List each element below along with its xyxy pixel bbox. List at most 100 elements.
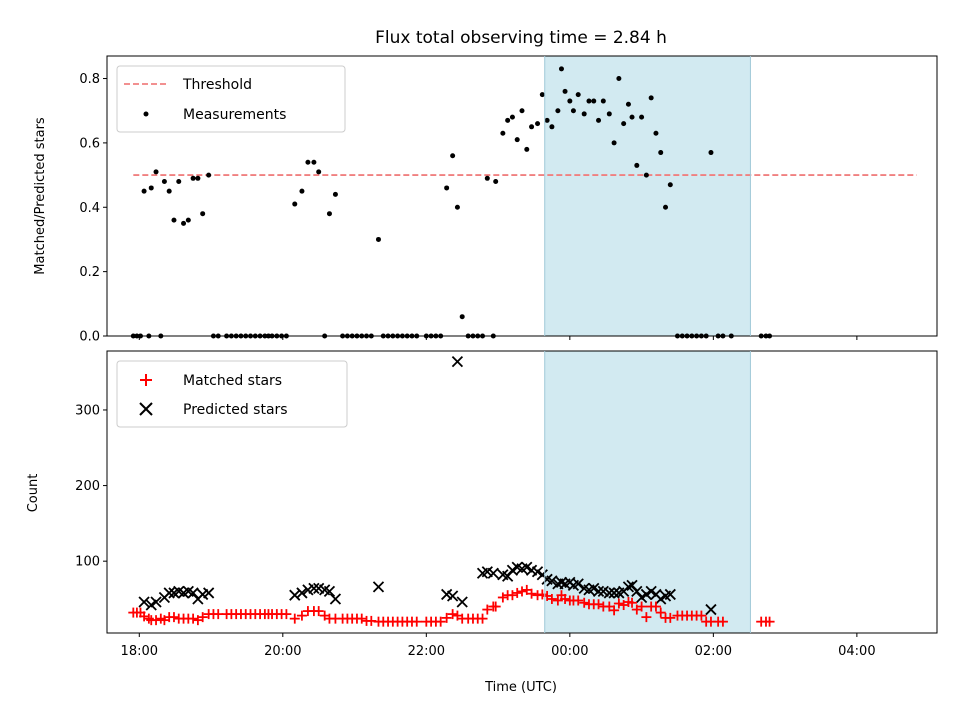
matched-star-point bbox=[717, 616, 728, 627]
measurement-point bbox=[500, 130, 506, 136]
measurement-point bbox=[141, 188, 147, 194]
predicted-star-point bbox=[664, 588, 676, 601]
predicted-star-point bbox=[603, 587, 615, 599]
matched-star-point bbox=[497, 592, 508, 603]
matched-star-point bbox=[168, 612, 179, 623]
predicted-star-point bbox=[138, 596, 150, 608]
measurement-point bbox=[708, 150, 714, 156]
measurement-point bbox=[629, 114, 635, 120]
measurement-point bbox=[181, 220, 187, 226]
matched-star-point bbox=[512, 587, 523, 598]
bottom-y-tick-label: 100 bbox=[75, 555, 100, 570]
matched-star-point bbox=[441, 612, 452, 623]
measurement-point bbox=[529, 124, 535, 130]
measurement-point bbox=[185, 217, 191, 223]
measurement-point bbox=[667, 182, 673, 188]
matched-star-point bbox=[764, 616, 775, 627]
top-legend-box bbox=[116, 65, 346, 133]
measurement-point bbox=[570, 108, 576, 114]
matched-star-point bbox=[139, 611, 150, 622]
matched-star-point bbox=[593, 599, 604, 610]
matched-star-point bbox=[696, 610, 707, 621]
matched-star-point bbox=[188, 613, 199, 624]
measurement-point bbox=[316, 169, 322, 175]
measurement-point bbox=[611, 140, 617, 146]
measurement-point bbox=[544, 117, 550, 123]
top-y-tick-label: 0.6 bbox=[79, 136, 100, 151]
matched-star-point bbox=[447, 609, 458, 620]
measurement-point bbox=[535, 121, 541, 127]
bottom-legend: Matched stars Predicted stars bbox=[116, 360, 348, 428]
bottom-legend-box bbox=[116, 360, 348, 428]
matched-star-point bbox=[482, 604, 493, 615]
measurement-point bbox=[562, 88, 568, 94]
top-legend: Threshold Measurements bbox=[116, 65, 346, 133]
matched-star-point bbox=[526, 588, 537, 599]
matched-star-point bbox=[281, 609, 292, 620]
matched-star-point bbox=[636, 601, 647, 612]
matched-star-point bbox=[609, 605, 620, 616]
x-tick-label: 18:00 bbox=[121, 644, 158, 659]
predicted-star-point bbox=[163, 587, 175, 599]
predicted-star-point bbox=[546, 575, 558, 587]
legend-threshold-label: Threshold bbox=[182, 77, 252, 93]
bottom-highlight-span bbox=[544, 351, 751, 633]
top-y-tick-label: 0.4 bbox=[79, 201, 100, 216]
measurement-point bbox=[311, 159, 317, 165]
matched-star-point bbox=[641, 612, 652, 623]
x-tick-label: 02:00 bbox=[695, 644, 732, 659]
bottom-plot-area bbox=[128, 355, 775, 627]
measurement-point bbox=[171, 217, 177, 223]
matched-star-point bbox=[627, 597, 638, 608]
measurement-point bbox=[176, 179, 182, 185]
predicted-star-point bbox=[456, 596, 468, 608]
bottom-y-tick-label: 200 bbox=[75, 479, 100, 494]
top-y-axis: 0.0 0.2 0.4 0.6 0.8 bbox=[79, 72, 107, 345]
predicted-star-point bbox=[296, 587, 308, 599]
measurement-point bbox=[493, 179, 499, 185]
measurement-point bbox=[586, 98, 592, 104]
measurement-point bbox=[200, 211, 206, 217]
measurement-point bbox=[375, 236, 381, 242]
predicted-star-point bbox=[308, 582, 320, 595]
measurement-point bbox=[524, 146, 530, 152]
measurement-point bbox=[153, 169, 159, 175]
measurement-point bbox=[575, 92, 581, 98]
measurement-point bbox=[625, 101, 631, 107]
top-y-tick-label: 0.2 bbox=[79, 265, 100, 280]
predicted-star-point bbox=[705, 603, 717, 616]
measurement-point bbox=[444, 185, 450, 191]
matched-star-point bbox=[296, 610, 307, 621]
matched-star-point bbox=[650, 601, 661, 612]
predicted-star-point bbox=[608, 587, 620, 599]
predicted-star-point bbox=[203, 587, 215, 599]
predicted-star-point bbox=[372, 581, 385, 593]
measurement-point bbox=[166, 188, 172, 194]
bottom-axes-frame bbox=[106, 350, 938, 634]
matched-star-point bbox=[552, 595, 563, 606]
predicted-star-point bbox=[329, 593, 342, 605]
top-y-tick-label: 0.0 bbox=[79, 330, 100, 345]
bottom-y-axis: 100 200 300 bbox=[75, 403, 107, 570]
measurement-point bbox=[581, 111, 587, 117]
measurement-point bbox=[567, 98, 573, 104]
x-axis-label: Time (UTC) bbox=[484, 680, 557, 695]
predicted-star-point bbox=[289, 589, 301, 601]
top-y-axis-label: Matched/Predicted stars bbox=[33, 117, 48, 275]
predicted-star-point bbox=[592, 585, 605, 598]
measurement-point bbox=[514, 137, 520, 143]
top-panel: 0.00.20.40.60.8 Matched/Predicted stars … bbox=[33, 55, 938, 345]
matched-star-point bbox=[613, 598, 624, 609]
matched-star-point bbox=[289, 613, 300, 624]
legend-predicted-label: Predicted stars bbox=[183, 402, 288, 418]
x-axis: 18:00 20:00 22:00 00:00 02:00 04:00 bbox=[121, 336, 876, 659]
measurement-point bbox=[484, 175, 490, 181]
matched-star-point bbox=[537, 589, 548, 600]
measurement-point bbox=[190, 175, 196, 181]
measurement-point bbox=[558, 66, 564, 72]
measurement-point bbox=[305, 159, 311, 165]
bottom-y-tick-label: 300 bbox=[75, 403, 100, 418]
matched-star-point bbox=[151, 615, 162, 626]
matched-star-point bbox=[313, 606, 324, 617]
